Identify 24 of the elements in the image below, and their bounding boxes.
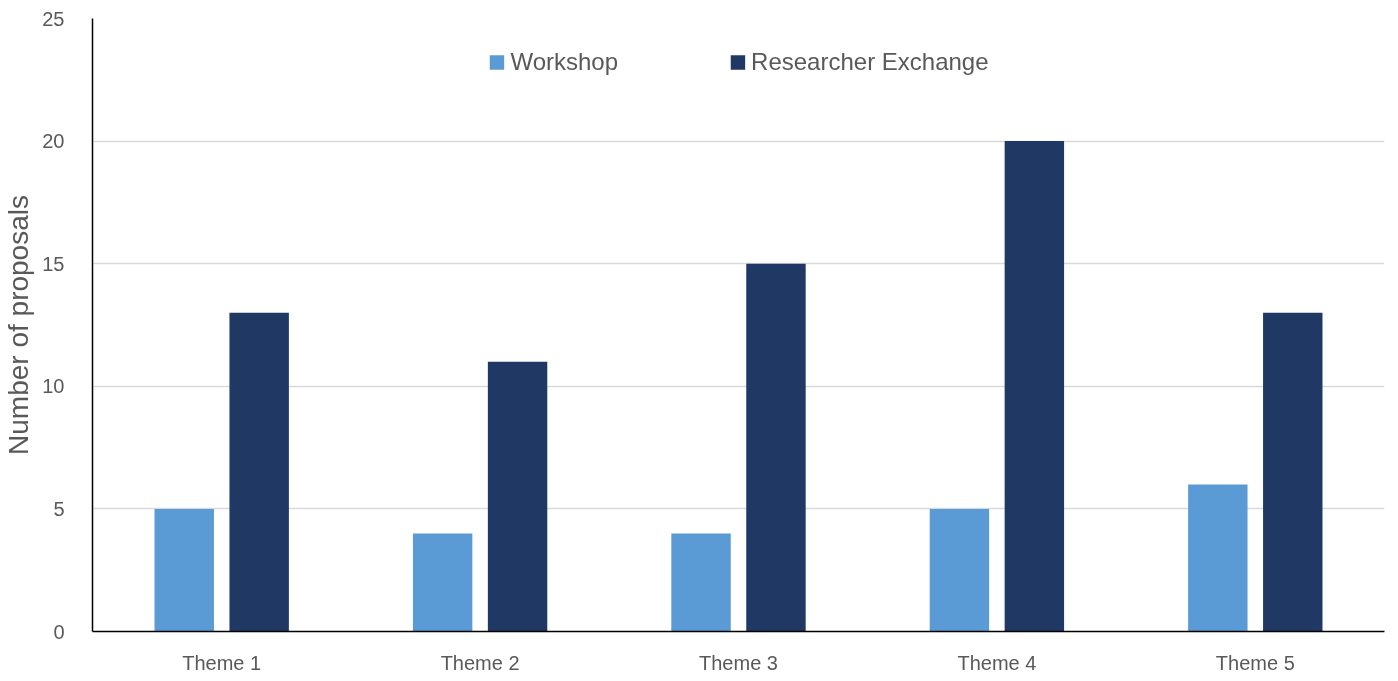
y-tick-label: 15 xyxy=(42,252,65,275)
bar xyxy=(1004,141,1065,632)
x-tick-label: Theme 4 xyxy=(957,651,1037,674)
bar xyxy=(487,361,548,632)
bar xyxy=(929,508,990,632)
legend-label: Workshop xyxy=(510,48,619,76)
legend-label: Researcher Exchange xyxy=(751,48,989,76)
x-tick-label: Theme 3 xyxy=(699,651,778,674)
y-tick-label: 25 xyxy=(42,7,65,30)
bar xyxy=(412,533,473,632)
bar xyxy=(746,263,806,632)
y-axis-title: Number of proposals xyxy=(3,195,35,455)
bar xyxy=(1263,312,1323,632)
bar xyxy=(1188,484,1248,632)
y-tick-label: 20 xyxy=(42,130,65,153)
bar xyxy=(671,533,731,632)
y-tick-label: 5 xyxy=(53,497,65,520)
y-tick-label: 0 xyxy=(53,620,65,643)
x-tick-label: Theme 1 xyxy=(182,651,262,674)
bar xyxy=(154,508,214,632)
bar xyxy=(229,312,289,632)
x-tick-label: Theme 5 xyxy=(1215,651,1295,674)
x-tick-label: Theme 2 xyxy=(440,651,520,674)
y-tick-label: 10 xyxy=(42,375,65,398)
